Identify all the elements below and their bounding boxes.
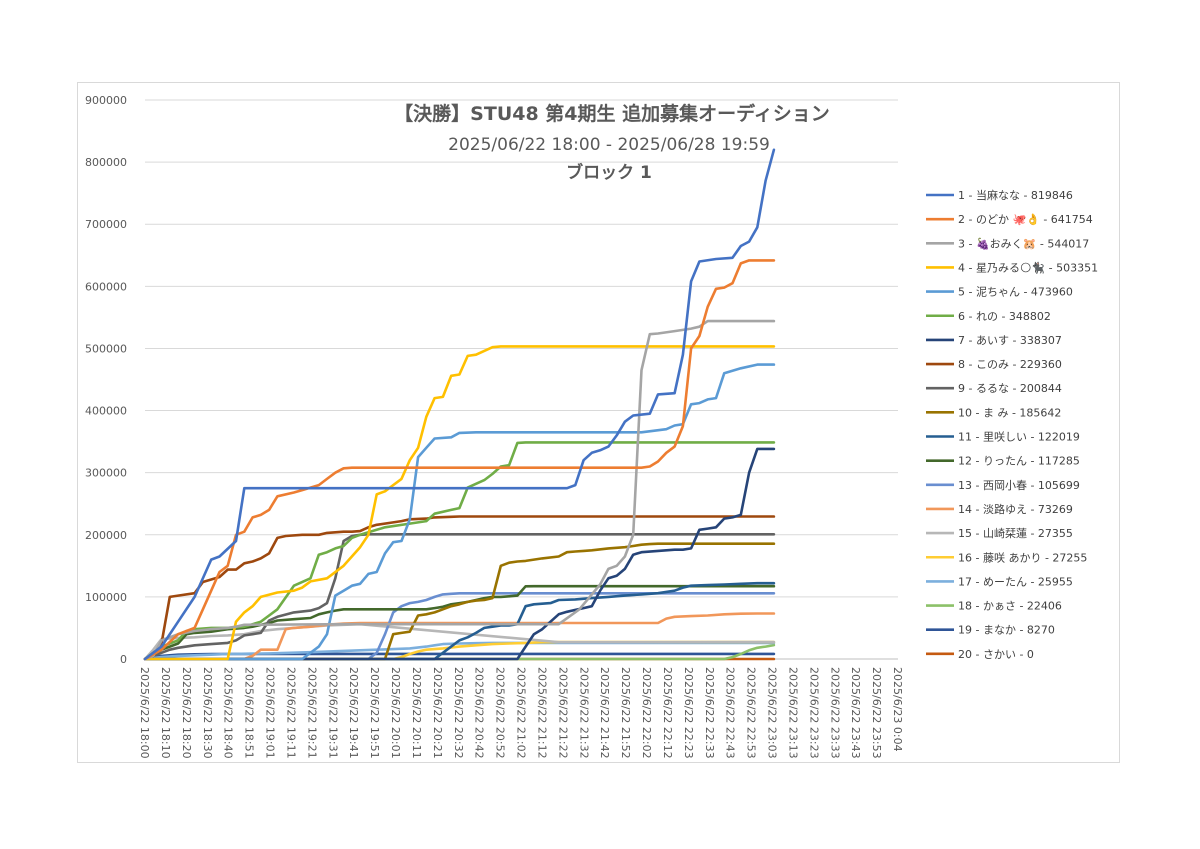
x-tick-label: 2025/6/22 23:43 [849,667,862,759]
x-tick-label: 2025/6/22 18:40 [222,667,235,759]
y-tick-label: 600000 [85,280,127,293]
series-line [143,441,776,661]
y-tick-label: 300000 [85,467,127,480]
series-line [143,581,776,661]
x-tick-label: 2025/6/22 19:21 [305,667,318,759]
line-chart: 0 100000 200000 300000 400000 500000 600000 700… [85,94,1098,759]
y-tick-label: 500000 [85,342,127,355]
y-tick-label: 800000 [85,156,127,169]
legend-label: 10 - ま み - 185642 [958,406,1061,419]
gridlines [145,99,898,660]
x-tick-label: 2025/6/22 22:53 [745,667,758,759]
series-line [143,640,776,661]
x-tick-label: 2025/6/22 20:01 [389,667,402,759]
y-tick-label: 900000 [85,94,127,107]
x-tick-label: 2025/6/22 19:51 [368,667,381,759]
legend-label: 19 - まなか - 8270 [958,624,1055,637]
x-tick-label: 2025/6/22 22:43 [724,667,737,759]
x-tick-label: 2025/6/22 23:53 [870,667,883,759]
series-line [143,612,776,661]
series-line [143,542,776,661]
legend-label: 20 - さかい - 0 [958,648,1034,661]
legend-label: 13 - 西岡小春 - 105699 [958,479,1080,492]
x-tick-label: 2025/6/22 20:32 [452,667,465,759]
legend-label: 9 - るるな - 200844 [958,382,1062,395]
x-tick-label: 2025/6/22 20:52 [494,667,507,759]
legend-label: 6 - れの - 348802 [958,310,1051,323]
legend-label: 14 - 淡路ゆえ - 73269 [958,503,1073,516]
x-tick-label: 2025/6/22 18:20 [180,667,193,759]
series-line [143,363,776,661]
legend-label: 4 - 星乃みる🌕🐈‍⬛ - 503351 [958,261,1098,274]
y-tick-label: 200000 [85,529,127,542]
x-tick-label: 2025/6/22 21:22 [556,667,569,759]
chart-title: 【決勝】STU48 第4期生 追加募集オーディション [394,102,830,125]
x-tick-label: 2025/6/22 23:03 [766,667,779,759]
x-tick-label: 2025/6/22 18:10 [159,667,172,759]
x-tick-label: 2025/6/22 22:02 [640,667,653,759]
x-tick-label: 2025/6/22 20:21 [431,667,444,759]
legend-label: 12 - りったん - 117285 [958,455,1080,468]
x-tick-label: 2025/6/22 21:42 [598,667,611,759]
x-axis: 2025/6/22 18:00 2025/6/22 18:10 2025/6/22 … [138,658,904,759]
legend-label: 18 - かぁさ - 22406 [958,600,1062,613]
legend-label: 11 - 里咲しい - 122019 [958,430,1080,444]
legend-label: 2 - のどか 🐙👌 - 641754 [958,213,1093,226]
x-tick-label: 2025/6/22 20:42 [473,667,486,759]
x-tick-label: 2025/6/22 19:01 [264,667,277,759]
x-tick-label: 2025/6/22 22:33 [703,667,716,759]
series-line [143,259,776,661]
x-tick-label: 2025/6/22 21:32 [577,667,590,759]
x-tick-label: 2025/6/23 0:04 [891,667,904,752]
x-tick-label: 2025/6/22 21:52 [619,667,632,759]
legend-label: 5 - 泥ちゃん - 473960 [958,286,1073,299]
x-tick-label: 2025/6/22 18:51 [243,667,256,759]
y-tick-label: 700000 [85,218,127,231]
x-tick-label: 2025/6/22 21:12 [535,667,548,759]
series-line [143,533,776,661]
series-line [143,641,776,661]
legend-label: 7 - あいす - 338307 [958,334,1062,347]
x-tick-label: 2025/6/22 23:23 [807,667,820,759]
x-tick-label: 2025/6/22 20:11 [410,667,423,759]
x-tick-label: 2025/6/22 22:23 [682,667,695,759]
x-tick-label: 2025/6/22 18:30 [201,667,214,759]
x-tick-label: 2025/6/22 19:11 [284,667,297,759]
x-tick-label: 2025/6/22 21:02 [515,667,528,759]
series-line [143,592,776,661]
series-line [143,148,776,661]
y-tick-label: 0 [120,653,127,666]
series-line [143,345,776,661]
x-tick-label: 2025/6/22 18:00 [138,667,151,759]
x-tick-label: 2025/6/22 22:12 [661,667,674,759]
series-lines [143,148,776,661]
legend-label: 3 - 🍇おみく🐹 - 544017 [958,237,1089,250]
legend-label: 8 - このみ - 229360 [958,358,1062,371]
y-tick-label: 400000 [85,405,127,418]
y-tick-label: 100000 [85,591,127,604]
legend-label: 15 - 山崎栞蓮 - 27355 [958,526,1073,540]
legend-label: 17 - めーたん - 25955 [958,575,1073,588]
chart-subtitle: 2025/06/22 18:00 - 2025/06/28 19:59 [448,135,770,155]
legend-label: 16 - 藤咲 あかり - 27255 [958,550,1087,564]
x-tick-label: 2025/6/22 19:31 [326,667,339,759]
chart-area: 0 100000 200000 300000 400000 500000 600000 700… [77,82,1120,763]
series-line [143,319,776,661]
chart-block-label: ブロック 1 [566,162,652,183]
legend-label: 1 - 当麻なな - 819846 [958,188,1073,202]
x-tick-label: 2025/6/22 23:33 [828,667,841,759]
x-tick-label: 2025/6/22 19:41 [347,667,360,759]
y-axis: 0 100000 200000 300000 400000 500000 600000 700… [85,94,127,666]
x-tick-label: 2025/6/22 23:13 [786,667,799,759]
legend: 1 - 当麻なな - 819846 2 - のどか 🐙👌 - 641754 3 - … [926,188,1098,661]
